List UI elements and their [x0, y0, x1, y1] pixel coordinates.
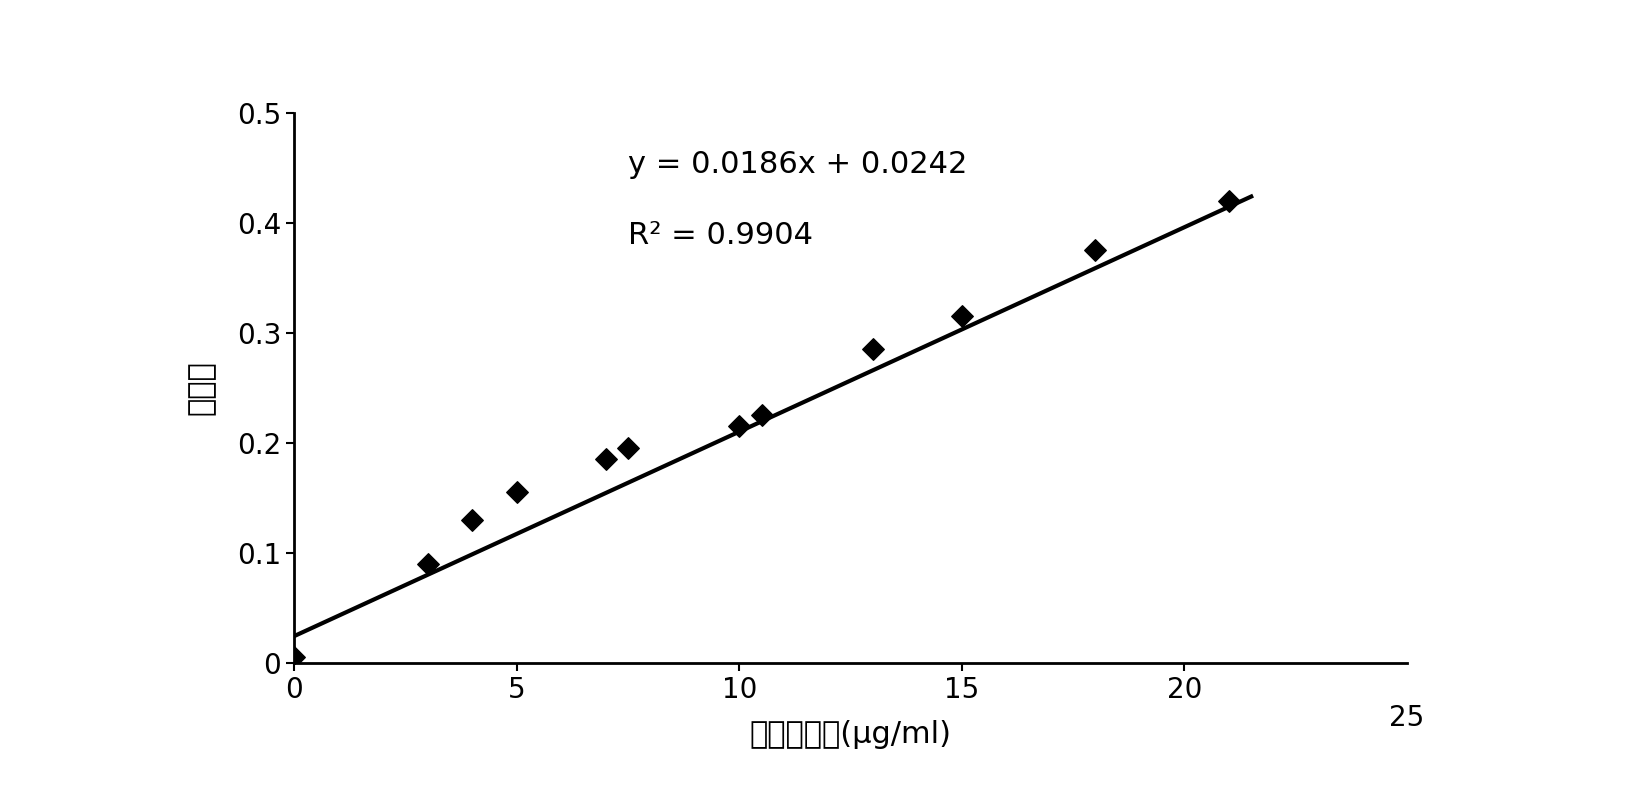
- Text: y = 0.0186x + 0.0242: y = 0.0186x + 0.0242: [628, 150, 967, 179]
- Y-axis label: 吸光度: 吸光度: [187, 360, 216, 415]
- X-axis label: 速效鉶浓度(μg/ml): 速效鉶浓度(μg/ml): [749, 721, 952, 750]
- Point: [281, 650, 308, 663]
- Point: [949, 310, 975, 323]
- Point: [592, 452, 618, 465]
- Text: 25: 25: [1389, 705, 1425, 732]
- Point: [1083, 244, 1109, 257]
- Point: [460, 513, 486, 526]
- Text: R² = 0.9904: R² = 0.9904: [628, 221, 813, 250]
- Point: [861, 343, 887, 356]
- Point: [504, 486, 530, 499]
- Point: [416, 558, 442, 570]
- Point: [726, 420, 753, 433]
- Point: [615, 442, 641, 455]
- Point: [1216, 195, 1242, 208]
- Point: [749, 409, 775, 422]
